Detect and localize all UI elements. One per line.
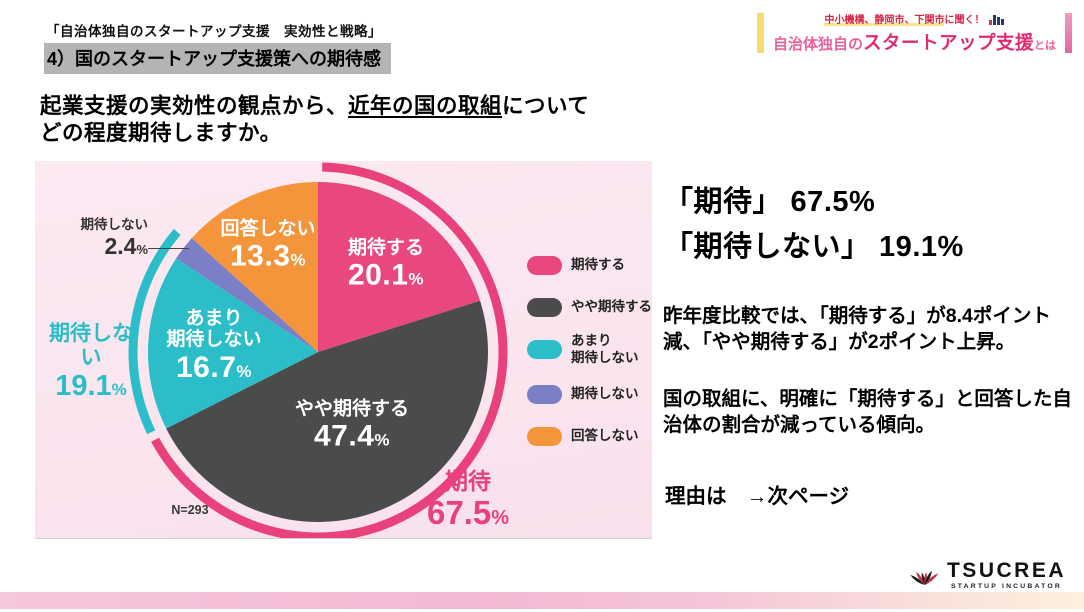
summary-reason: 理由は →次ページ [665, 485, 850, 508]
banner-main-title: 自治体独自のスタートアップ支援とは [773, 29, 1056, 55]
slice-value: 47.4% [295, 420, 409, 454]
group-arc-0 [151, 162, 508, 538]
legend-label: あまり 期待しない [571, 333, 639, 365]
tsucrea-logo-text: TSUCREA STARTUP INCUBATOR [947, 560, 1066, 590]
group-value: 67.5% [407, 494, 529, 532]
callout-value-number: 2.4 [104, 232, 137, 259]
pie-slice-3 [176, 238, 318, 352]
legend-label: 回答しない [571, 428, 639, 444]
question-line1-post: について [502, 94, 590, 118]
slice-value: 13.3% [220, 240, 315, 274]
question-line1-pre: 起業支援の実効性の観点から、 [40, 94, 349, 118]
group-label-kitai: 期待 67.5% [407, 468, 529, 532]
group-name: 期待 [445, 468, 491, 494]
slice-value-number: 20.1 [347, 258, 409, 292]
banner-tagline-rest: に聞く！ [944, 15, 985, 26]
percent-sign: % [374, 430, 391, 450]
sample-size-label: N=293 [171, 503, 209, 517]
legend-label: やや期待する [571, 299, 652, 315]
legend-swatch-purple [527, 385, 562, 404]
pie-chart-panel: 期待する 20.1% やや期待する 47.4% あまり 期待しない 16.7% … [35, 161, 652, 538]
logo-name: TSUCREA [946, 559, 1066, 582]
tsucrea-logo: TSUCREA STARTUP INCUBATOR [907, 560, 1066, 590]
slice-name: やや期待する [294, 398, 410, 420]
summary-headline-2: 「期待しない」 19.1% [664, 231, 964, 263]
legend-swatch-teal [527, 340, 562, 360]
group-label-kitai-shinai: 期待しない 19.1% [41, 322, 141, 404]
summary-paragraph-2: 国の取組に、明確に「期待する」と回答した自治体の割合が減っている傾向。 [663, 388, 1072, 436]
legend-label: 期待する [571, 257, 625, 273]
percent-sign: % [136, 241, 148, 257]
banner-main-emphasis: スタートアップ支援 [862, 32, 1034, 53]
tsucrea-logo-mark [910, 570, 939, 585]
callout-value: 2.4% [52, 233, 148, 259]
slice-label-yaya-kitai: やや期待する 47.4% [295, 399, 409, 454]
slice-value: 20.1% [348, 259, 424, 293]
legend-label: 期待しない [571, 386, 639, 402]
legend-item-yaya-kitai: やや期待する [527, 298, 652, 317]
legend-swatch-pink [527, 256, 562, 275]
series-title: 「自治体独自のスタートアップ支援 実効性と戦略」 [46, 24, 382, 39]
group-arc-1 [128, 229, 181, 435]
group-value-number: 67.5 [426, 494, 492, 532]
slice-name: 期待する [347, 237, 425, 259]
percent-sign: % [111, 380, 127, 400]
legend-item-kitai-suru: 期待する [527, 256, 625, 275]
slice-value: 16.7% [166, 350, 261, 384]
pie-chart [128, 162, 508, 538]
slice-label-kitai-suru: 期待する 20.1% [348, 238, 424, 293]
bottom-gradient-bar [0, 592, 1084, 609]
group-value-number: 19.1 [55, 370, 112, 403]
summary-paragraph-1: 昨年度比較では、「期待する」が8.4ポイント減、「やや期待する」が2ポイント上昇… [663, 305, 1051, 353]
legend-item-amari-kitai-shinai: あまり 期待しない [527, 333, 639, 367]
summary-headline-1: 「期待」 67.5% [664, 186, 876, 218]
logo-subtitle: STARTUP INCUBATOR [951, 583, 1062, 590]
survey-question: 起業支援の実効性の観点から、近年の国の取組について どの程度期待しますか。 [40, 93, 589, 147]
pie-slice-2 [147, 258, 318, 429]
slice-value-number: 16.7 [175, 350, 237, 384]
brand-banner: 中小機構、静岡市、下関市に聞く！ 自治体独自のスタートアップ支援とは [756, 11, 1072, 55]
slice-label-amari-kitai-shinai: あまり 期待しない 16.7% [166, 308, 261, 384]
slice-value-number: 13.3 [229, 239, 291, 273]
legend-item-kitai-shinai: 期待しない [527, 385, 639, 404]
percent-sign: % [236, 361, 253, 381]
city-bars-icon [989, 14, 1005, 25]
legend-swatch-orange [527, 427, 562, 446]
callout-leader-line [148, 248, 189, 249]
slice-name: 回答しない [220, 218, 316, 240]
group-name: 期待しない [49, 322, 133, 370]
banner-main-prefix: 自治体独自の [772, 36, 863, 53]
pie-slice-4 [191, 182, 318, 352]
percent-sign: % [491, 507, 510, 530]
group-value: 19.1% [41, 370, 141, 403]
banner-pink-bar [1065, 13, 1072, 53]
callout-name: 期待しない [80, 217, 149, 232]
callout-kitai-shinai-slice: 期待しない 2.4% [52, 217, 149, 259]
legend-item-kaito-shinai: 回答しない [527, 427, 639, 446]
legend-swatch-gray [527, 298, 562, 317]
banner-main-suffix: とは [1034, 40, 1056, 52]
banner-tagline: 中小機構、静岡市、下関市に聞く！ [773, 11, 1056, 26]
banner-yellow-bar [756, 13, 764, 53]
slice-label-kaito-shinai: 回答しない 13.3% [220, 219, 315, 274]
pie-slice-1 [166, 300, 488, 522]
question-line1-underline: 近年の国の取組 [348, 94, 503, 118]
banner-text: 中小機構、静岡市、下関市に聞く！ 自治体独自のスタートアップ支援とは [773, 11, 1056, 55]
slice-value-number: 47.4 [313, 419, 375, 453]
question-line2: どの程度期待しますか。 [40, 121, 282, 146]
pie-slice-0 [318, 182, 481, 352]
slide-title: 4）国のスタートアップ支援策への期待感 [44, 43, 392, 74]
percent-sign: % [290, 250, 307, 270]
percent-sign: % [408, 269, 425, 289]
slice-name: あまり 期待しない [166, 307, 262, 351]
banner-tagline-highlight: 中小機構、静岡市、下関市 [824, 15, 945, 26]
